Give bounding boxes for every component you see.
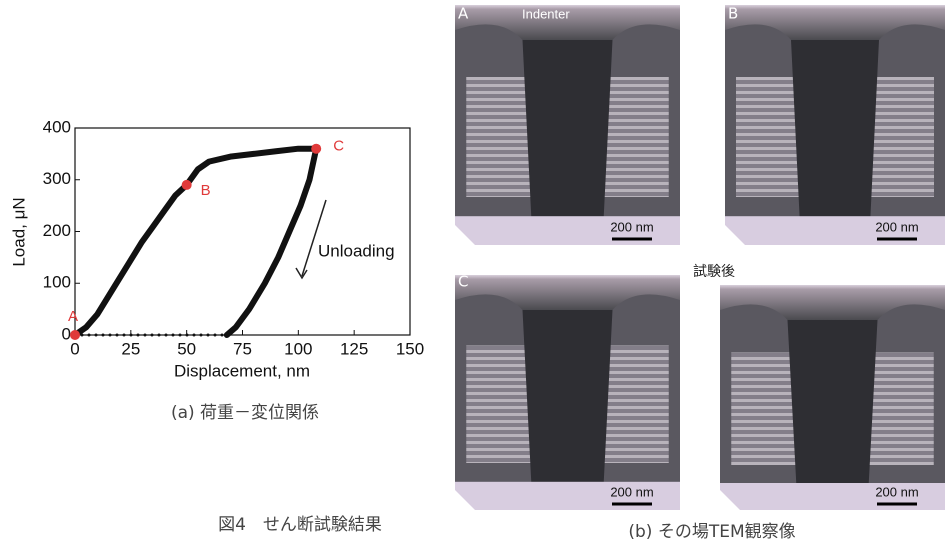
panel-label: A [458, 5, 469, 23]
plot-frame [75, 128, 410, 335]
panel-annotation: Indenter [522, 6, 570, 21]
pillar [523, 310, 613, 487]
x-tick-label: 25 [121, 339, 140, 358]
scale-label: 200 nm [610, 219, 653, 234]
y-tick-label: 400 [43, 117, 71, 136]
pillar [788, 320, 878, 488]
y-tick-label: 300 [43, 169, 71, 188]
scale-label: 200 nm [610, 484, 653, 499]
point-label: C [333, 138, 344, 155]
x-axis-label: Displacement, nm [174, 361, 310, 380]
panel-label: C [458, 273, 468, 291]
point-marker [311, 144, 321, 154]
y-axis-label: Load, μN [9, 197, 28, 266]
figure-caption: 図4 せん断試験結果 [218, 515, 382, 535]
arrow [302, 200, 326, 276]
point-marker [70, 330, 80, 340]
point-label: B [201, 182, 211, 199]
x-tick-label: 50 [177, 339, 196, 358]
y-tick-label: 100 [43, 273, 71, 292]
x-tick-label: 75 [233, 339, 252, 358]
x-tick-label: 150 [396, 339, 424, 358]
pillar [791, 40, 879, 221]
point-label: A [68, 308, 78, 325]
arrow-head [296, 268, 307, 278]
subcaption: (a) 荷重－変位関係 [171, 403, 319, 423]
x-tick-label: 0 [70, 339, 79, 358]
panel-label: 試験後 [693, 264, 735, 280]
tem-image [455, 5, 680, 245]
x-tick-label: 100 [284, 339, 312, 358]
tem-image [455, 275, 680, 510]
scale-label: 200 nm [875, 219, 918, 234]
x-tick-label: 125 [340, 339, 368, 358]
pillar [523, 40, 613, 221]
point-marker [182, 180, 192, 190]
figure: 図4 せん断試験結果 (b) その場TEM観察像 (a) 荷重－変位関係 Dis… [0, 0, 945, 546]
tem-image [725, 5, 945, 245]
panel-label: B [728, 5, 738, 23]
y-tick-label: 0 [62, 324, 71, 343]
annotation: Unloading [318, 241, 395, 260]
data-line [75, 149, 316, 335]
y-tick-label: 200 [43, 221, 71, 240]
subcaption: (b) その場TEM観察像 [628, 522, 795, 542]
scale-label: 200 nm [875, 484, 918, 499]
tem-image [720, 285, 945, 510]
